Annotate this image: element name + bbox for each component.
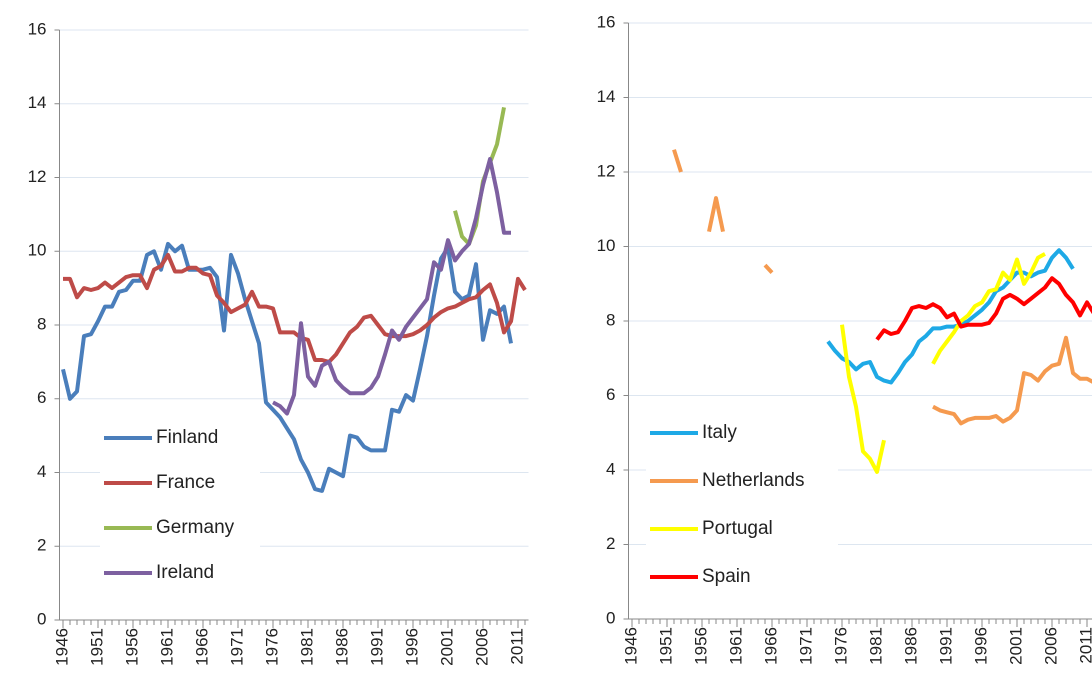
x-tick-label: 1961 [157, 628, 176, 666]
x-tick-label: 2006 [1041, 627, 1060, 665]
series-line [840, 252, 1046, 474]
legend-label: Portugal [702, 518, 773, 539]
chart-panel: 0 2 4 6 8 10 12 14 16 1946 1951 1956 1961 1966 1971 197… [28, 19, 529, 666]
y-tick-label: 2 [37, 536, 46, 555]
y-tick-label: 2 [606, 534, 615, 553]
series-line [63, 252, 527, 364]
x-tick-label: 1976 [262, 628, 281, 666]
x-tick-label: 2001 [1006, 627, 1025, 665]
x-tick-label: 1966 [761, 627, 780, 665]
y-tick-label: 8 [606, 310, 615, 329]
y-tick-label: 4 [37, 462, 46, 481]
x-tick-label: 1956 [122, 628, 141, 666]
legend-label: Ireland [156, 562, 214, 583]
legend-box [100, 417, 260, 595]
y-tick-label: 4 [606, 459, 615, 478]
series-line [875, 276, 1092, 341]
x-tick-label: 1951 [87, 628, 106, 666]
series-line [272, 157, 511, 416]
x-tick-label: 2001 [437, 628, 456, 666]
x-tick-label: 1971 [227, 628, 246, 666]
legend-label: Italy [702, 422, 737, 443]
x-tick-label: 1996 [402, 628, 421, 666]
x-tick-label: 1976 [831, 627, 850, 665]
x-tick-label: 1946 [52, 628, 71, 666]
x-tick-label: 1951 [656, 627, 675, 665]
series-line [453, 107, 506, 246]
x-tick-label: 1956 [691, 627, 710, 665]
y-tick-label: 14 [28, 93, 47, 112]
x-tick-label: 1991 [367, 628, 386, 666]
legend-label: Finland [156, 427, 218, 448]
x-tick-label: 1991 [936, 627, 955, 665]
y-tick-label: 6 [606, 385, 615, 404]
legend-label: Netherlands [702, 470, 804, 491]
legend-label: Germany [156, 517, 235, 538]
legend-label: France [156, 472, 215, 493]
x-tick-label: 1996 [971, 627, 990, 665]
y-tick-label: 0 [37, 609, 46, 628]
x-tick-label: 2011 [1076, 627, 1092, 664]
x-tick-label: 1966 [192, 628, 211, 666]
series-line [826, 248, 1075, 385]
y-tick-label: 6 [37, 388, 46, 407]
x-tick-label: 1981 [297, 628, 316, 666]
y-tick-label: 8 [37, 314, 46, 333]
y-tick-label: 10 [28, 241, 47, 260]
x-tick-label: 1986 [332, 628, 351, 666]
x-tick-label: 2006 [472, 628, 491, 666]
series-line [672, 149, 1092, 426]
y-tick-label: 10 [597, 236, 616, 255]
series-line [61, 241, 513, 493]
x-tick-label: 2011 [507, 628, 526, 665]
y-tick-label: 16 [28, 19, 47, 38]
y-tick-label: 12 [597, 161, 616, 180]
x-tick-label: 1986 [901, 627, 920, 665]
y-tick-label: 0 [606, 608, 615, 627]
x-tick-label: 1961 [726, 627, 745, 665]
x-tick-label: 1971 [796, 627, 815, 665]
legend-label: Spain [702, 566, 751, 587]
y-tick-label: 16 [597, 12, 616, 31]
x-tick-label: 1981 [866, 627, 885, 665]
x-tick-label: 1946 [621, 627, 640, 665]
chart-panel: 0 2 4 6 8 10 12 14 16 1946 1951 1956 1961 1966 1971 197… [597, 12, 1092, 665]
legend-box [646, 412, 838, 602]
y-tick-label: 14 [597, 87, 616, 106]
y-tick-label: 12 [28, 167, 47, 186]
